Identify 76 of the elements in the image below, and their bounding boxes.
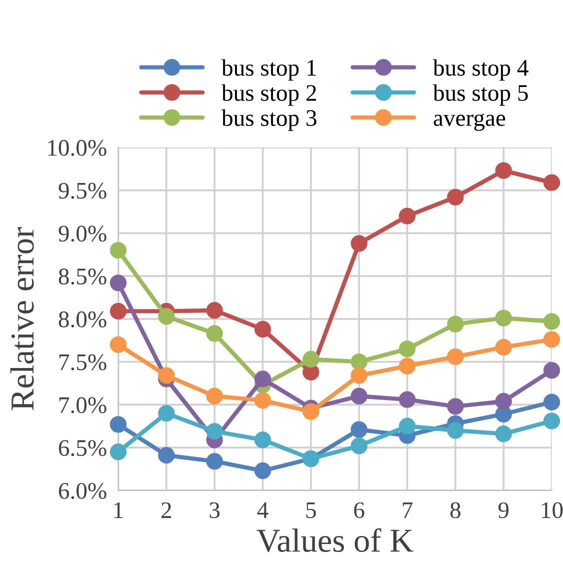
point xyxy=(350,353,368,370)
point xyxy=(302,350,320,368)
point xyxy=(543,331,560,348)
point xyxy=(350,367,368,384)
point xyxy=(206,325,223,342)
y-tick-label: 7.0% xyxy=(59,397,106,414)
y-tick-label: 10.0% xyxy=(48,140,106,156)
point xyxy=(350,421,368,438)
legend-label: bus stop 3 xyxy=(222,109,316,131)
point xyxy=(495,338,512,356)
y-tick-label: 8.5% xyxy=(58,268,106,285)
point xyxy=(398,358,416,374)
x-tick-label: 1 xyxy=(114,502,123,518)
point xyxy=(110,444,127,460)
point xyxy=(350,438,368,454)
point xyxy=(302,403,320,420)
y-tick-label: 9.0% xyxy=(58,226,106,242)
point xyxy=(495,310,512,326)
x-tick-label: 10 xyxy=(542,502,563,518)
y-tick-label: 6.5% xyxy=(58,440,106,456)
point xyxy=(495,162,512,179)
point xyxy=(543,313,560,330)
point xyxy=(110,274,127,292)
legend-label: bus stop 4 xyxy=(432,59,528,81)
point xyxy=(110,336,127,353)
point xyxy=(543,362,560,379)
legend-label: bus stop 5 xyxy=(432,84,528,106)
point xyxy=(447,348,464,366)
x-tick-label: 5 xyxy=(306,502,316,518)
point xyxy=(110,302,127,320)
point xyxy=(447,188,464,206)
x-tick-label: 2 xyxy=(162,502,171,518)
y-tick-label: 7.5% xyxy=(59,354,106,370)
x-tick-label: 8 xyxy=(450,502,460,518)
point xyxy=(398,391,416,408)
point xyxy=(206,422,223,440)
x-tick-label: 3 xyxy=(210,502,220,518)
point xyxy=(110,242,127,259)
x-tick-label: 7 xyxy=(402,502,412,518)
x-axis-title: Values of K xyxy=(256,528,414,552)
point xyxy=(206,302,223,319)
x-tick-label: 4 xyxy=(257,502,268,518)
y-tick-label: 8.0% xyxy=(58,311,106,328)
x-tick-label: 9 xyxy=(498,502,509,518)
y-tick-label: 9.5% xyxy=(58,182,106,199)
point xyxy=(447,316,464,332)
point xyxy=(158,367,175,384)
point xyxy=(398,208,416,224)
point xyxy=(350,388,368,404)
legend-label: avergae xyxy=(434,114,506,131)
point xyxy=(158,308,175,325)
y-axis-title: Relative error xyxy=(10,227,34,410)
point xyxy=(447,398,464,415)
point xyxy=(254,392,272,409)
y-tick-label: 6.0% xyxy=(58,482,106,499)
point xyxy=(206,452,223,470)
point xyxy=(254,432,272,448)
point xyxy=(158,446,175,464)
point xyxy=(206,388,223,404)
legend-label: bus stop 1 xyxy=(222,59,316,81)
point xyxy=(254,370,272,388)
legend-label: bus stop 2 xyxy=(222,84,316,106)
point xyxy=(398,418,416,434)
point xyxy=(350,235,368,252)
point xyxy=(254,320,272,338)
point xyxy=(543,412,560,430)
x-tick-label: 6 xyxy=(354,502,364,518)
point xyxy=(254,462,272,480)
point xyxy=(447,422,464,439)
point xyxy=(495,392,512,410)
point xyxy=(543,394,560,410)
point xyxy=(543,174,560,191)
point xyxy=(398,340,416,358)
point xyxy=(158,404,175,422)
point xyxy=(110,416,127,433)
point xyxy=(495,426,512,442)
